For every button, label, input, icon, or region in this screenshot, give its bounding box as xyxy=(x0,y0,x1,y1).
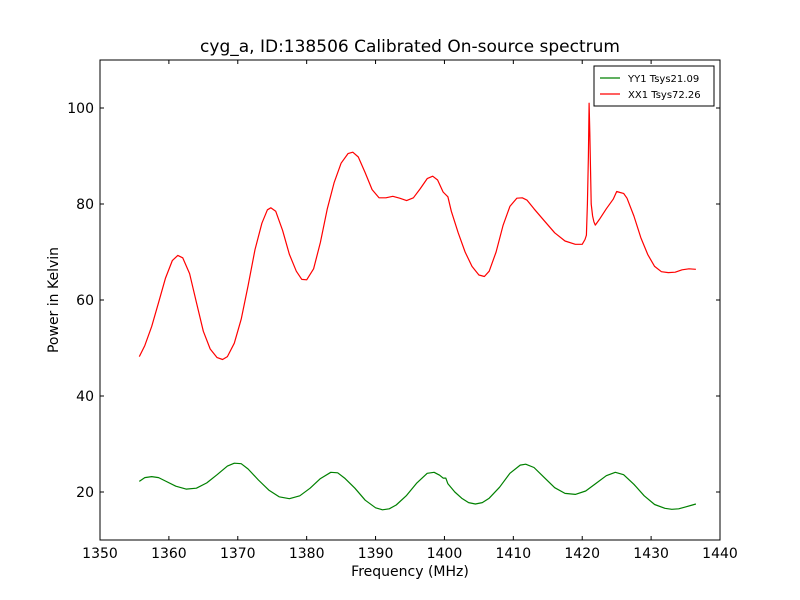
x-tick-label: 1410 xyxy=(496,546,532,562)
x-tick-label: 1390 xyxy=(358,546,394,562)
x-axis: 1350 1360 1370 1380 1390 1400 1410 1420 1430 1440 xyxy=(82,60,738,562)
y-tick-label: 20 xyxy=(76,485,94,501)
y-tick-label: 40 xyxy=(76,389,94,405)
legend-box xyxy=(593,65,715,107)
legend-label-1: YY1 Tsys21.09 xyxy=(627,74,699,85)
series-line-1 xyxy=(138,462,697,511)
y-axis-label: Power in Kelvin xyxy=(46,247,62,353)
y-tick-label: 80 xyxy=(76,197,94,213)
x-tick-label: 1440 xyxy=(702,546,738,562)
series-line-2 xyxy=(138,102,696,361)
y-axis: 20 40 60 80 100 xyxy=(67,101,720,501)
x-tick-label: 1380 xyxy=(289,546,325,562)
x-tick-label: 1350 xyxy=(82,546,118,562)
legend: YY1 Tsys21.09 XX1 Tsys72.26 xyxy=(593,65,715,107)
y-tick-label: 60 xyxy=(76,293,94,309)
x-tick-label: 1420 xyxy=(564,546,600,562)
series-layer xyxy=(138,102,697,511)
x-tick-label: 1400 xyxy=(427,546,463,562)
y-tick-label: 100 xyxy=(67,101,94,117)
legend-label-2: XX1 Tsys72.26 xyxy=(628,90,701,101)
x-tick-label: 1370 xyxy=(220,546,256,562)
x-tick-label: 1360 xyxy=(151,546,187,562)
x-axis-label: Frequency (MHz) xyxy=(351,564,469,580)
chart-title: cyg_a, ID:138506 Calibrated On-source sp… xyxy=(200,37,620,57)
x-tick-label: 1430 xyxy=(633,546,669,562)
